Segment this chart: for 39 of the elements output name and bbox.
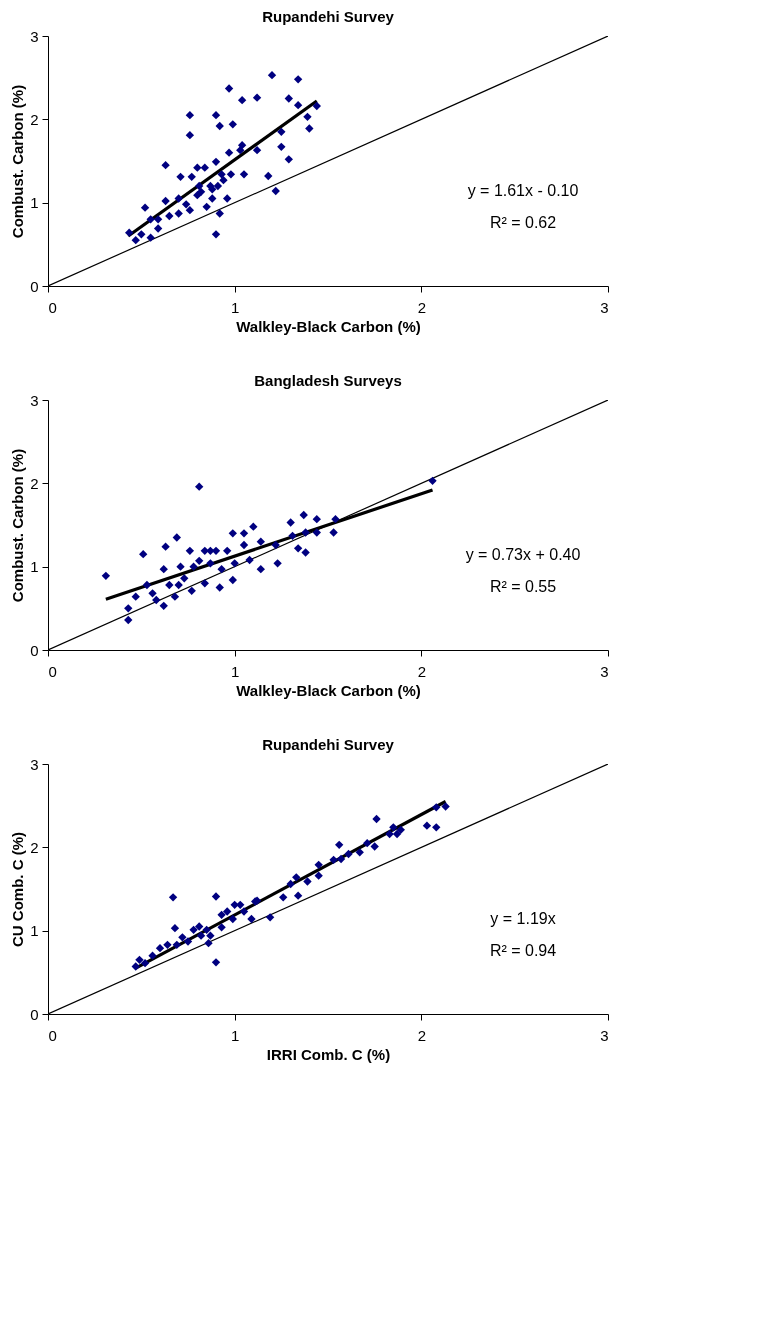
annotation: y = 1.61x - 0.10 bbox=[467, 182, 579, 199]
y-tick-label: 3 bbox=[30, 27, 39, 45]
y-tick-label: 2 bbox=[30, 474, 39, 492]
x-tick-label: 0 bbox=[48, 298, 57, 316]
y-tick-label: 0 bbox=[30, 641, 39, 659]
y-tick-label: 2 bbox=[30, 838, 39, 856]
y-axis-title: Combust. Carbon (%) bbox=[9, 84, 27, 239]
y-tick-label: 0 bbox=[30, 1005, 39, 1023]
x-tick-label: 3 bbox=[600, 662, 609, 680]
annotation: R² = 0.55 bbox=[489, 578, 557, 595]
y-axis-title: CU Comb. C (%) bbox=[9, 832, 27, 947]
x-axis-title: Walkley-Black Carbon (%) bbox=[236, 681, 421, 699]
y-axis-title: Combust. Carbon (%) bbox=[9, 448, 27, 603]
chart-title: Bangladesh Surveys bbox=[254, 372, 402, 389]
y-tick-label: 1 bbox=[30, 558, 39, 576]
x-axis-title: Walkley-Black Carbon (%) bbox=[236, 317, 421, 335]
y-tick-label: 2 bbox=[30, 110, 39, 128]
annotation: R² = 0.94 bbox=[489, 942, 557, 959]
y-tick-label: 1 bbox=[30, 194, 39, 212]
x-tick-label: 3 bbox=[600, 1026, 609, 1044]
x-tick-label: 2 bbox=[417, 1026, 427, 1044]
x-tick-label: 1 bbox=[230, 662, 240, 680]
y-tick-label: 3 bbox=[30, 391, 39, 409]
x-tick-label: 0 bbox=[48, 662, 57, 680]
y-tick-label: 3 bbox=[30, 755, 39, 773]
x-tick-label: 2 bbox=[417, 298, 427, 316]
x-axis-title: IRRI Comb. C (%) bbox=[266, 1045, 391, 1063]
annotation: R² = 0.62 bbox=[489, 214, 557, 231]
y-tick-label: 0 bbox=[30, 277, 39, 295]
annotation: y = 0.73x + 0.40 bbox=[465, 546, 581, 563]
y-tick-label: 1 bbox=[30, 922, 39, 940]
x-tick-label: 0 bbox=[48, 1026, 57, 1044]
x-tick-label: 2 bbox=[417, 662, 427, 680]
x-tick-label: 3 bbox=[600, 298, 609, 316]
x-tick-label: 1 bbox=[230, 298, 240, 316]
annotation: y = 1.19x bbox=[490, 910, 556, 927]
chart-title: Rupandehi Survey bbox=[262, 8, 395, 25]
chart-title: Rupandehi Survey bbox=[262, 736, 395, 753]
x-tick-label: 1 bbox=[230, 1026, 240, 1044]
